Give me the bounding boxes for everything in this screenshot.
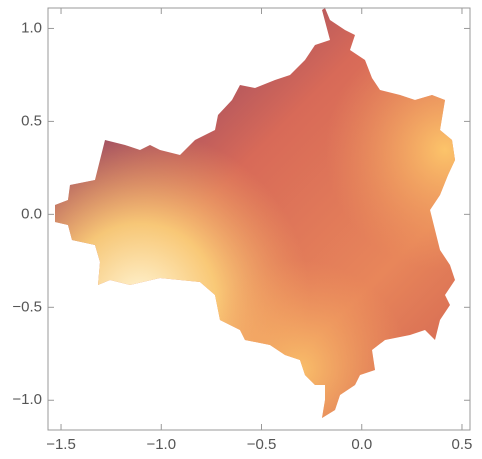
y-tick-label: 0.5 (21, 112, 42, 129)
region (55, 8, 455, 418)
x-tick-label: 0.0 (351, 436, 372, 453)
y-tick-label: −1.0 (12, 391, 42, 408)
y-tick-label: 0.0 (21, 205, 42, 222)
x-tick-label: −1.5 (46, 436, 76, 453)
x-tick-label: −0.5 (247, 436, 277, 453)
y-tick-label: −0.5 (12, 298, 42, 315)
x-tick-label: 0.5 (452, 436, 473, 453)
x-tick-label: −1.0 (146, 436, 176, 453)
y-tick-label: 1.0 (21, 19, 42, 36)
frame (47, 7, 471, 431)
